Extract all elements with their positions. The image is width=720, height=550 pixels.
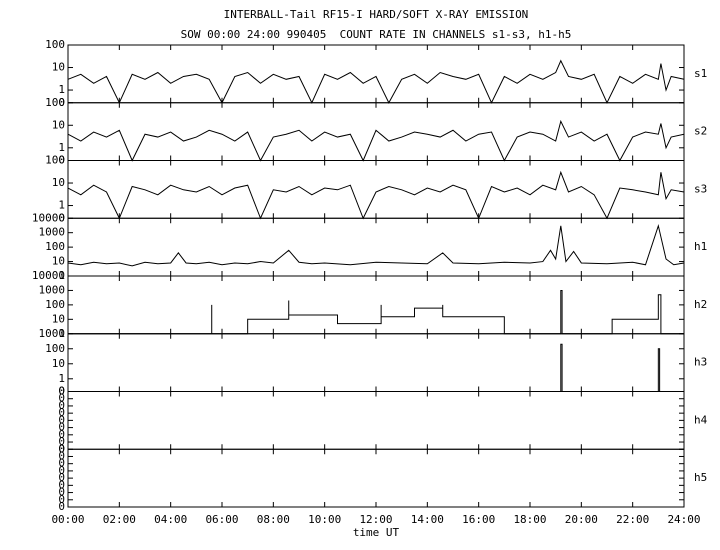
y-tick-label: 1000 [39, 226, 66, 239]
data-line [67, 223, 685, 267]
y-tick-label: 10 [52, 61, 65, 74]
y-tick-label: 100 [45, 298, 65, 311]
x-tick-label: 12:00 [359, 513, 392, 526]
x-tick-label: 16:00 [462, 513, 495, 526]
panel-label: s2 [694, 125, 707, 138]
y-tick-label: 0 [58, 154, 65, 167]
panel-frame [67, 391, 685, 450]
x-tick-label: 10:00 [308, 513, 341, 526]
y-tick-label: 1000 [39, 283, 66, 296]
y-tick-label: 0 [58, 464, 65, 477]
y-tick-label: 0 [58, 406, 65, 419]
x-tick-label: 24:00 [667, 513, 700, 526]
y-tick-label: 10 [52, 176, 65, 189]
data-line [67, 119, 685, 162]
y-tick-label: 0 [58, 457, 65, 470]
data-line [67, 59, 685, 104]
y-tick-label: 1 [58, 372, 65, 385]
y-tick-label: 0 [58, 486, 65, 499]
y-tick-label: 100 [45, 96, 65, 109]
x-tick-label: 06:00 [205, 513, 238, 526]
y-tick-label: 10000 [32, 269, 65, 282]
y-tick-label: 1 [58, 269, 65, 282]
panel-label: h4 [694, 413, 708, 426]
data-line [68, 289, 684, 335]
x-tick-label: 22:00 [616, 513, 649, 526]
panel-frame [67, 448, 685, 508]
y-tick-label: 0 [58, 385, 65, 398]
y-tick-label: 1000 [39, 327, 66, 340]
panel-label: h2 [694, 298, 707, 311]
y-tick-label: 0 [58, 442, 65, 455]
x-axis-title: time UT [353, 526, 400, 539]
x-tick-label: 00:00 [51, 513, 84, 526]
panel-frame [67, 217, 685, 277]
panel-frame [67, 102, 685, 161]
chart-title: INTERBALL-Tail RF15-I HARD/SOFT X-RAY EM… [224, 8, 529, 21]
panel-label: h3 [694, 356, 707, 369]
y-tick-label: 0 [58, 442, 65, 455]
x-tick-label: 18:00 [513, 513, 546, 526]
y-tick-label: 1 [58, 141, 65, 154]
panel-label: h5 [694, 471, 707, 484]
panel-label: s1 [694, 67, 707, 80]
y-tick-label: 0 [58, 211, 65, 224]
y-tick-label: 0 [58, 385, 65, 398]
y-tick-label: 100 [45, 154, 65, 167]
x-tick-label: 20:00 [565, 513, 598, 526]
data-line [68, 343, 684, 392]
y-tick-label: 0 [58, 435, 65, 448]
x-tick-label: 04:00 [154, 513, 187, 526]
y-tick-label: 100 [45, 240, 65, 253]
y-tick-label: 0 [58, 413, 65, 426]
y-tick-label: 0 [58, 399, 65, 412]
y-tick-label: 1 [58, 83, 65, 96]
x-tick-label: 02:00 [103, 513, 136, 526]
y-tick-label: 0 [58, 500, 65, 513]
y-tick-label: 100 [45, 38, 65, 51]
y-tick-label: 10000 [32, 211, 65, 224]
chart-subtitle: SOW 00:00 24:00 990405 COUNT RATE IN CHA… [181, 28, 572, 41]
y-tick-label: 1 [58, 327, 65, 340]
y-tick-label: 0 [58, 449, 65, 462]
y-tick-label: 10 [52, 118, 65, 131]
panel-label: s3 [694, 182, 707, 195]
y-tick-label: 100 [45, 342, 65, 355]
y-tick-label: 0 [58, 428, 65, 441]
y-tick-label: 10 [52, 357, 65, 370]
y-tick-label: 0 [58, 478, 65, 491]
x-tick-label: 14:00 [411, 513, 444, 526]
data-line [67, 170, 685, 220]
y-tick-label: 0 [58, 421, 65, 434]
y-tick-label: 0 [58, 392, 65, 405]
x-tick-label: 08:00 [257, 513, 290, 526]
panel-frame [67, 275, 685, 335]
panel-frame [67, 160, 685, 219]
panel-frame [67, 333, 685, 392]
y-tick-label: 1 [58, 199, 65, 212]
panel-label: h1 [694, 240, 707, 253]
y-tick-label: 10 [52, 312, 65, 325]
y-tick-label: 0 [58, 471, 65, 484]
y-tick-label: 0 [58, 96, 65, 109]
panel-frame [67, 44, 685, 104]
y-tick-label: 0 [58, 493, 65, 506]
y-tick-label: 10 [52, 255, 65, 268]
